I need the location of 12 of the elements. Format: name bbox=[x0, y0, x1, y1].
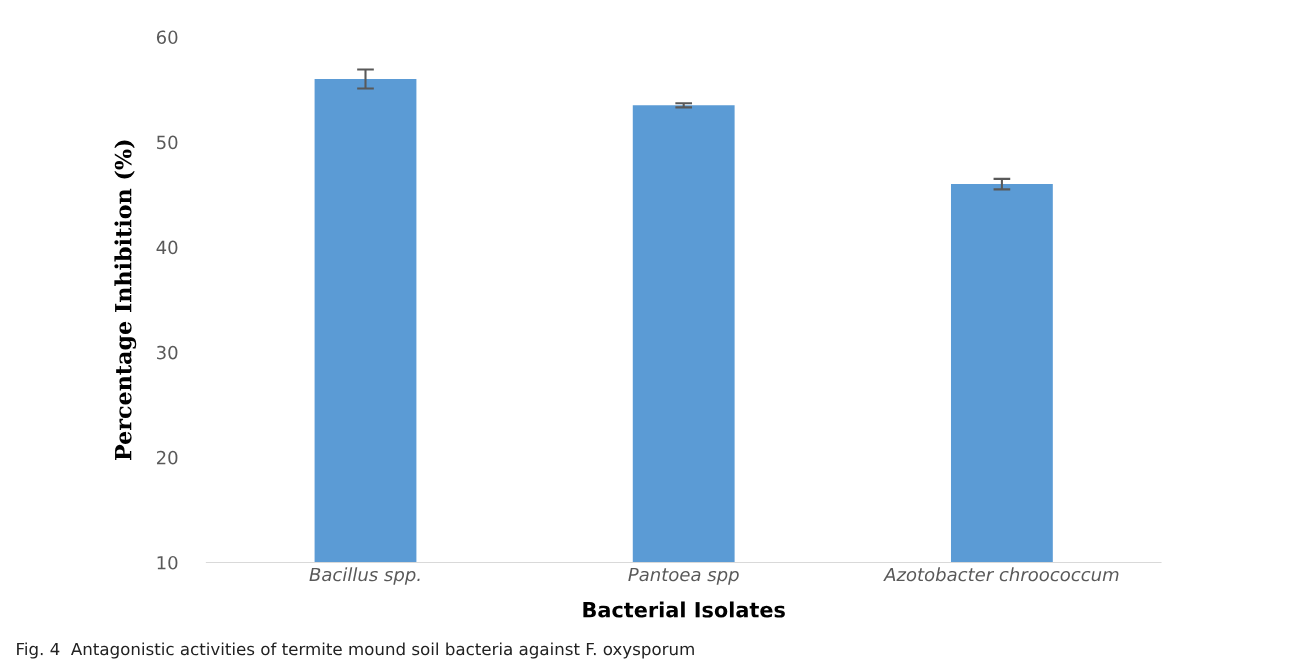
y-tick-label: 30 bbox=[157, 345, 178, 360]
y-tick-label: 10 bbox=[157, 555, 178, 570]
y-tick-label: 20 bbox=[156, 450, 178, 465]
y-tick-label: 40 bbox=[156, 240, 178, 255]
y-tick-label: 60 bbox=[156, 30, 178, 45]
caption: Fig. 4 Antagonistic activities of termite mound soil bacteria against F. oxysporum bbox=[17, 642, 694, 659]
x-tick-label: Pantoea spp bbox=[628, 567, 739, 585]
x-axis-title: Bacterial Isolates bbox=[583, 601, 785, 618]
x-tick-label: Azotobacter chroococcum bbox=[883, 567, 1119, 582]
y-axis-title: Percentage Inhibition (%) bbox=[114, 140, 137, 460]
x-tick-label: Bacillus spp. bbox=[309, 567, 420, 585]
y-tick-label: 50 bbox=[157, 135, 178, 150]
